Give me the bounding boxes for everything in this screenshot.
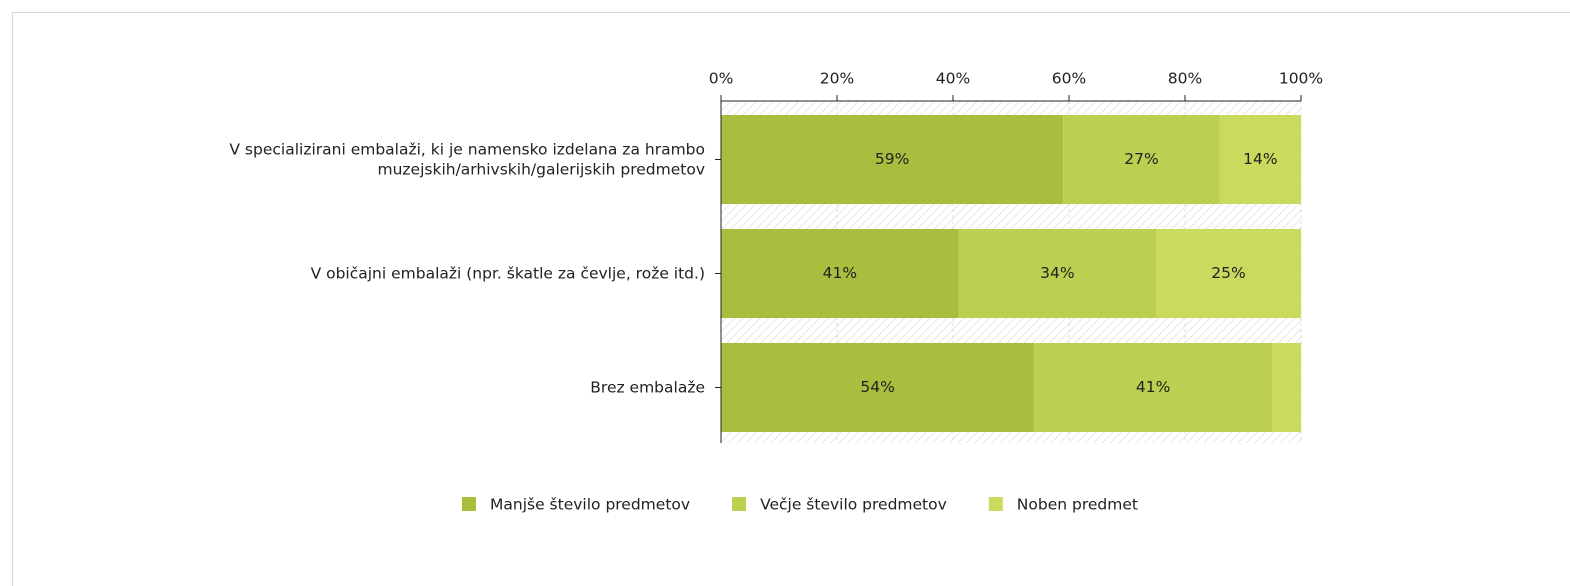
y-tick-label: V specializirani embalaži, ki je namensk… <box>229 140 705 178</box>
legend-swatch <box>732 497 747 511</box>
x-tick-label: 20% <box>820 70 854 88</box>
data-label: 34% <box>1040 264 1074 282</box>
legend-label: Večje število predmetov <box>760 496 947 514</box>
x-tick-label: 100% <box>1279 70 1323 88</box>
data-label: 14% <box>1243 150 1277 168</box>
bar-segment <box>958 229 1156 318</box>
legend-label: Manjše število predmetov <box>490 496 690 514</box>
legend-swatch <box>462 497 477 511</box>
data-label: 59% <box>875 150 909 168</box>
legend-label: Noben predmet <box>1017 496 1138 514</box>
bar-segment <box>1063 115 1220 204</box>
data-label: 54% <box>860 378 894 396</box>
legend-swatch <box>988 497 1003 511</box>
x-tick-label: 40% <box>936 70 970 88</box>
bar-segment <box>721 229 959 318</box>
bar-segment <box>1272 343 1301 432</box>
data-label: 25% <box>1211 264 1245 282</box>
bar-segment <box>1156 229 1301 318</box>
bar-segment <box>1219 115 1301 204</box>
data-label: 41% <box>1136 378 1170 396</box>
y-tick-label: Brez embalaže <box>590 378 705 396</box>
x-tick-label: 60% <box>1052 70 1086 88</box>
data-label: 27% <box>1124 150 1158 168</box>
bar-segment <box>721 115 1064 204</box>
x-tick-label: 80% <box>1168 70 1202 88</box>
data-label: 41% <box>823 264 857 282</box>
x-tick-label: 0% <box>709 70 734 88</box>
y-tick-label: V običajni embalaži (npr. škatle za čevl… <box>311 264 705 282</box>
bar-segment <box>1034 343 1272 432</box>
bar-segment <box>721 343 1035 432</box>
